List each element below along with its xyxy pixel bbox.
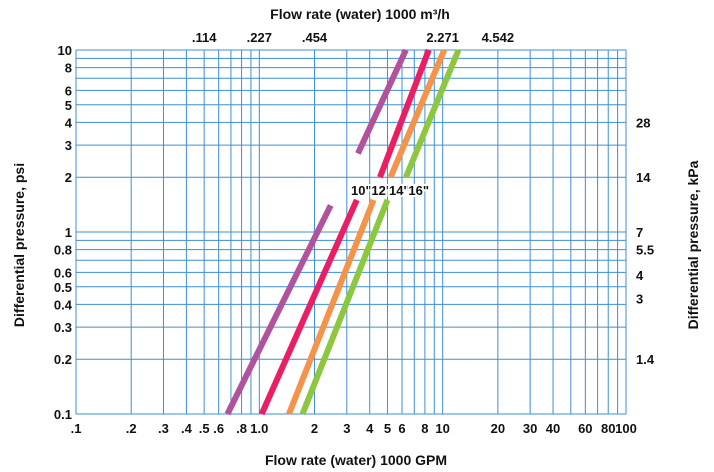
grid-lines	[75, 49, 627, 415]
x-tick-label: 1.0	[250, 421, 268, 436]
y2-tick-label: 7	[636, 225, 643, 240]
y2-tick-label: 14	[636, 170, 651, 185]
x-tick-label: 20	[491, 421, 505, 436]
series-line-segment	[224, 204, 334, 416]
x-axis-ticks: .1 .2 .3 .4 .5.6 .8 1.0 2 3 4 5 6 8 10 20 30 40 60 80 100	[71, 421, 637, 436]
y2-tick-label: 28	[636, 115, 650, 130]
series-labels: 10" 12"14"16"	[349, 181, 431, 200]
x2-axis-ticks: .114 .227 .454 2.271 4.542	[192, 30, 514, 45]
y-tick-label: 10	[58, 43, 72, 58]
x-axis-title: Flow rate (water) 1000 GPM	[265, 452, 447, 468]
series-line-segment	[387, 48, 448, 179]
series-line-segment	[286, 198, 377, 416]
series-label: 14"	[389, 183, 410, 198]
y-tick-label: 0.6	[54, 265, 72, 280]
x-tick-label: .1	[71, 421, 82, 436]
x-tick-label: 5	[384, 421, 391, 436]
x2-tick-label: .454	[302, 30, 328, 45]
y-tick-label: 0.4	[54, 297, 73, 312]
x-tick-label: 6	[398, 421, 405, 436]
x2-tick-label: .227	[247, 30, 272, 45]
x-tick-label: 30	[523, 421, 537, 436]
y-tick-label: 0.2	[54, 352, 72, 367]
x-tick-label: 10	[435, 421, 449, 436]
x2-tick-label: 4.542	[482, 30, 515, 45]
y2-axis-ticks: 1.4 3 4 5.5 7 14 28	[636, 115, 655, 367]
y-tick-label: 3	[65, 138, 72, 153]
series-label: 16"	[408, 183, 429, 198]
x-tick-label: 80	[601, 421, 615, 436]
x2-tick-label: 2.271	[426, 30, 459, 45]
x-tick-label: 4	[366, 421, 374, 436]
x-tick-label: 2	[311, 421, 318, 436]
x-tick-label: .4	[181, 421, 193, 436]
y2-tick-label: 3	[636, 292, 643, 307]
y-tick-label: 0.8	[54, 243, 72, 258]
series-line-segment	[377, 48, 432, 179]
y-tick-label: 1	[65, 225, 72, 240]
y-tick-label: 6	[65, 83, 72, 98]
series-lines	[224, 48, 462, 416]
y2-tick-label: 1.4	[636, 352, 655, 367]
series-line-segment	[403, 48, 462, 179]
y-tick-label: 0.3	[54, 320, 72, 335]
series-line-segment	[355, 48, 409, 155]
x-tick-label: .5	[199, 421, 210, 436]
x-tick-label: .6	[213, 421, 224, 436]
x-tick-label: .2	[126, 421, 137, 436]
y-tick-label: 4	[65, 115, 73, 130]
x-tick-label: .3	[158, 421, 169, 436]
series-line-segment	[258, 198, 360, 416]
y2-axis-title: Differential pressure, kPa	[685, 160, 701, 329]
x2-axis-title: Flow rate (water) 1000 m³/h	[270, 6, 450, 22]
x-tick-label: 3	[343, 421, 350, 436]
x-tick-label: 60	[578, 421, 592, 436]
x2-tick-label: .114	[192, 30, 217, 45]
y-tick-label: 5	[65, 98, 72, 113]
series-label: 10"	[351, 183, 372, 198]
y-axis-ticks: 0.1 0.2 0.3 0.4 0.50.6 0.8 1 2 3 4 56 8 10	[54, 43, 73, 422]
y2-tick-label: 4	[636, 268, 644, 283]
x-tick-label: 8	[421, 421, 428, 436]
x-tick-label: 100	[615, 421, 637, 436]
x-tick-label: 40	[546, 421, 560, 436]
y-tick-label: 0.5	[54, 280, 72, 295]
y-tick-label: 2	[65, 170, 72, 185]
y-tick-label: 8	[65, 61, 72, 76]
y2-tick-label: 5.5	[636, 243, 654, 258]
x-tick-label: .8	[236, 421, 247, 436]
y-axis-title: Differential pressure, psi	[11, 163, 27, 327]
y-tick-label: 0.1	[54, 407, 72, 422]
series-label: 12"	[371, 183, 392, 198]
series-line-segment	[299, 198, 391, 416]
